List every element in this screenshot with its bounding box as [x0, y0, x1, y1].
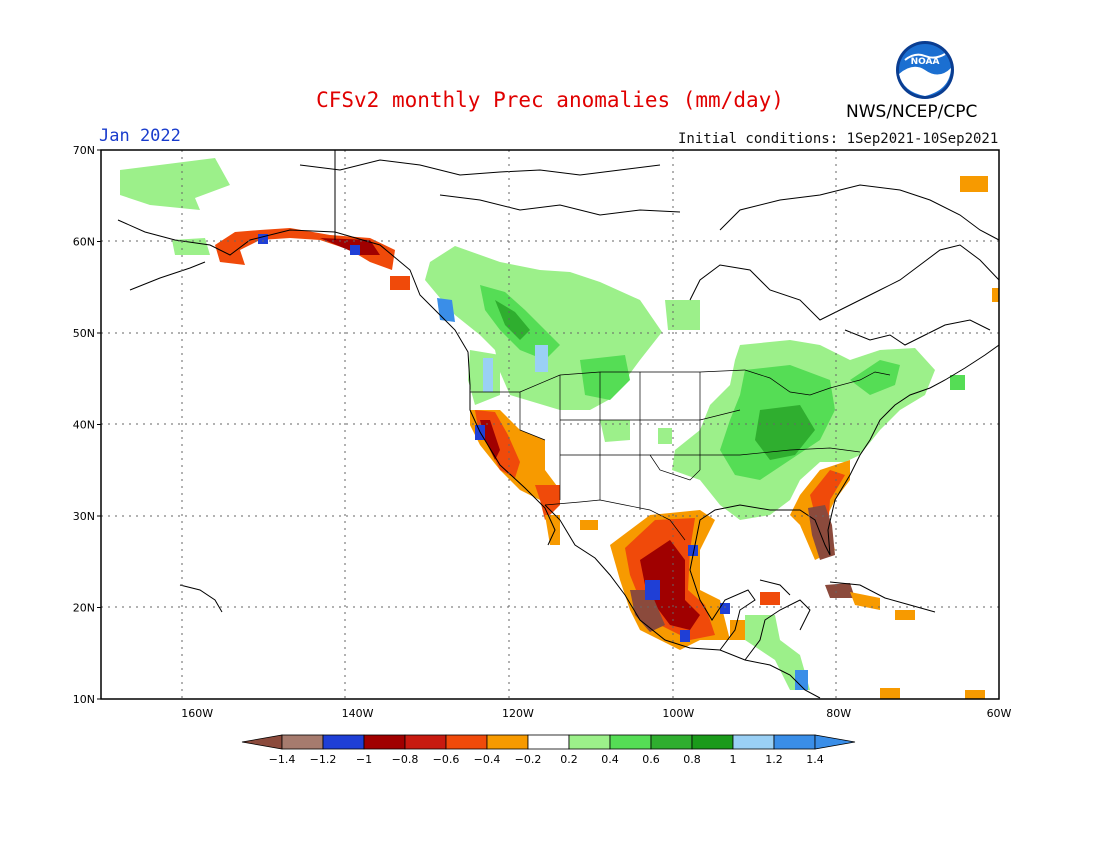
colorbar-tick-label: 1: [730, 753, 737, 766]
colorbar-swatch: [363, 734, 406, 750]
lat-label: 70N: [73, 144, 95, 157]
colorbar-swatch: [773, 734, 816, 750]
lon-label: 80W: [826, 707, 851, 720]
colorbar-swatch: [732, 734, 775, 750]
lon-label: 160W: [181, 707, 213, 720]
initial-conditions-label: Initial conditions: 1Sep2021-10Sep2021: [678, 131, 999, 147]
anomaly-fields: [120, 158, 999, 699]
chart-title: CFSv2 monthly Prec anomalies (mm/day): [316, 88, 784, 112]
colorbar-tick-label: −1: [356, 753, 372, 766]
lon-label: 60W: [987, 707, 1012, 720]
colorbar-swatch: [527, 734, 570, 750]
lat-label: 40N: [73, 419, 95, 432]
colorbar-swatch: [609, 734, 652, 750]
colorbar-tick-label: 0.6: [642, 753, 660, 766]
colorbar-tick-label: −0.4: [474, 753, 501, 766]
colorbar-tick-label: −0.2: [515, 753, 542, 766]
longitude-labels: 160W 140W 120W 100W 80W 60W: [181, 707, 1011, 720]
graticule: [101, 150, 999, 699]
colorbar-swatch: [445, 734, 488, 750]
colorbar-tick-label: 0.8: [683, 753, 701, 766]
colorbar-tick-label: 0.2: [560, 753, 578, 766]
agency-label: NWS/NCEP/CPC: [846, 102, 978, 122]
colorbar-tick-label: −1.4: [269, 753, 296, 766]
colorbar-tick-label: −1.2: [310, 753, 337, 766]
map-area: [101, 150, 999, 699]
colorbar-swatch: [691, 734, 734, 750]
borders: [470, 369, 891, 541]
colorbar-swatch: [650, 734, 693, 750]
lat-label: 20N: [73, 602, 95, 615]
colorbar-tick-label: −0.8: [392, 753, 419, 766]
latitude-labels: 70N 60N 50N 40N 30N 20N 10N: [73, 144, 95, 706]
lon-label: 100W: [662, 707, 694, 720]
lat-label: 30N: [73, 510, 95, 523]
colorbar-swatch: [281, 734, 324, 750]
lon-label: 140W: [342, 707, 374, 720]
colorbar-arrow-low: [241, 734, 283, 750]
colorbar-swatch: [486, 734, 529, 750]
colorbar-tick-label: 1.2: [765, 753, 783, 766]
colorbar-swatch: [322, 734, 365, 750]
month-label: Jan 2022: [99, 126, 181, 146]
noaa-logo: NOAA: [895, 40, 955, 100]
lat-label: 10N: [73, 693, 95, 706]
lat-label: 60N: [73, 236, 95, 249]
colorbar-arrow-high: [814, 734, 856, 750]
colorbar-tick-label: 0.4: [601, 753, 619, 766]
colorbar: −1.4 −1.2 −1 −0.8 −0.6 −0.4 −0.2 0.2 0.4 0.6 0.8 1 1…: [241, 734, 856, 766]
coastlines: [117, 150, 999, 699]
lat-label: 50N: [73, 327, 95, 340]
colorbar-swatch: [568, 734, 611, 750]
lon-label: 120W: [502, 707, 534, 720]
colorbar-swatch: [404, 734, 447, 750]
colorbar-tick-label: 1.4: [806, 753, 824, 766]
colorbar-tick-label: −0.6: [433, 753, 460, 766]
svg-text:NOAA: NOAA: [911, 57, 940, 67]
